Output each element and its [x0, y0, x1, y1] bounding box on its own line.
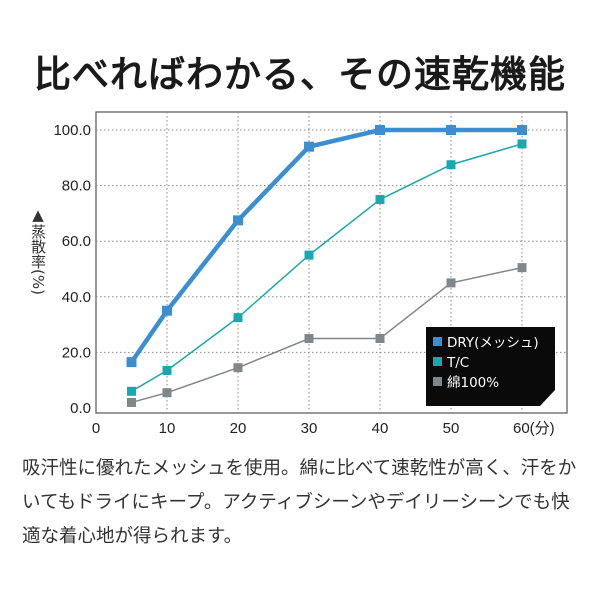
legend-swatch	[433, 357, 442, 366]
evaporation-chart: 0 10 20 30 40 50 60(分) 0.0 20.0 40.0 60.0 80.0 100.0…	[53, 111, 568, 437]
page-title: 比べればわかる、その速乾機能	[34, 53, 566, 96]
data-point	[517, 263, 527, 273]
y-tick-label: 80.0	[62, 178, 91, 195]
data-point	[233, 313, 243, 323]
y-tick-label: 40.0	[62, 289, 91, 306]
data-point	[375, 195, 385, 204]
x-tick-label: 0	[92, 420, 100, 437]
legend-label: DRY(メッシュ)	[447, 335, 539, 351]
x-tick-label: 50	[443, 420, 460, 437]
data-point	[304, 141, 314, 152]
legend: DRY(メッシュ) T/C 綿100%	[426, 327, 555, 406]
x-tick-label: 40	[372, 420, 389, 437]
data-point	[446, 278, 456, 288]
data-point	[517, 125, 527, 135]
data-point	[127, 397, 136, 407]
data-point	[304, 250, 314, 260]
x-tick-label: 30	[301, 420, 318, 437]
data-point	[375, 125, 385, 135]
data-point	[127, 386, 136, 396]
data-point	[233, 215, 243, 226]
x-tick-label: 10	[159, 420, 176, 437]
y-tick-label: 20.0	[62, 344, 91, 361]
x-tick-label: 60(分)	[513, 420, 555, 437]
data-point	[446, 160, 456, 170]
y-axis-label: ▲蒸散率(%)	[29, 206, 47, 295]
data-point	[375, 334, 385, 343]
data-point	[162, 305, 172, 316]
description: 吸汗性に優れたメッシュを使用。綿に比べて速乾性が高く、汗をかいてもドライにキープ…	[22, 458, 577, 547]
plot-frame	[95, 111, 568, 414]
series-2	[127, 263, 527, 407]
data-point	[517, 139, 527, 149]
data-point	[446, 125, 456, 135]
legend-swatch	[433, 377, 442, 386]
x-tick-label: 20	[230, 420, 247, 437]
y-tick-label: 60.0	[62, 233, 91, 250]
data-point	[162, 388, 172, 398]
series-0	[126, 125, 527, 368]
data-point	[162, 365, 172, 375]
legend-label: T/C	[446, 355, 469, 371]
y-tick-label: 0.0	[70, 400, 91, 417]
legend-swatch	[433, 337, 442, 346]
data-point	[304, 334, 314, 343]
y-tick-label: 100.0	[53, 122, 91, 139]
data-point	[126, 357, 137, 368]
legend-label: 綿100%	[447, 375, 499, 391]
series-1	[127, 139, 527, 396]
data-point	[233, 363, 243, 373]
